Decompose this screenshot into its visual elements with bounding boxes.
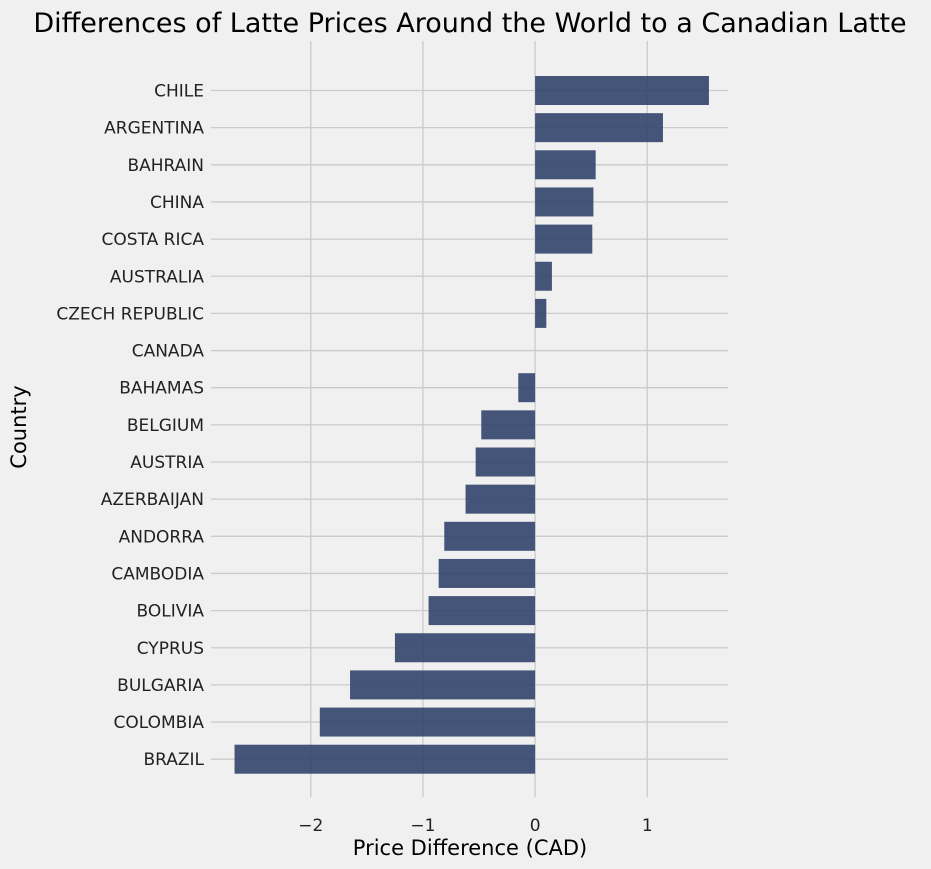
y-tick-label: BELGIUM xyxy=(127,416,204,436)
bar-china xyxy=(535,187,594,217)
y-tick-label: ARGENTINA xyxy=(104,119,204,139)
y-tick-label: CYPRUS xyxy=(137,639,204,659)
x-tick-label: −1 xyxy=(410,816,435,836)
y-tick-label: AZERBAIJAN xyxy=(101,490,204,510)
y-tick-label: CAMBODIA xyxy=(111,564,204,584)
y-tick-labels: CHILE ARGENTINA BAHRAIN CHINA COSTA RICA AUST… xyxy=(56,82,204,771)
bar-brazil xyxy=(234,744,536,774)
y-tick-label: BRAZIL xyxy=(143,750,204,770)
bar-azerbaijan xyxy=(465,484,536,514)
bar-costa-rica xyxy=(535,224,593,254)
bar-bolivia xyxy=(428,596,536,626)
bar-bulgaria xyxy=(350,670,536,700)
y-tick-label: AUSTRALIA xyxy=(110,267,204,287)
y-tick-label: CHINA xyxy=(150,193,204,213)
y-tick-label: COSTA RICA xyxy=(102,230,205,250)
bar-bahrain xyxy=(535,150,596,180)
y-tick-label: CZECH REPUBLIC xyxy=(56,304,204,324)
bars xyxy=(234,76,709,774)
y-tick-label: ANDORRA xyxy=(119,527,205,547)
y-tick-label: AUSTRIA xyxy=(130,453,204,473)
bar-czech-republic xyxy=(535,298,547,328)
bar-chile xyxy=(535,76,709,105)
bar-belgium xyxy=(481,410,536,440)
y-axis-title: Country xyxy=(7,385,31,468)
y-tick-label: CANADA xyxy=(132,342,205,362)
x-tick-label: 0 xyxy=(530,816,541,836)
y-tick-label: BAHRAIN xyxy=(127,156,204,176)
bar-cyprus xyxy=(394,633,536,663)
bar-andorra xyxy=(444,521,536,551)
x-tick-label: 1 xyxy=(642,816,653,836)
bar-cambodia xyxy=(438,558,536,588)
y-tick-label: BULGARIA xyxy=(117,676,204,696)
x-tick-label: −2 xyxy=(298,816,323,836)
bar-australia xyxy=(535,261,552,291)
y-tick-label: BOLIVIA xyxy=(136,602,204,622)
bar-austria xyxy=(475,447,536,477)
bar-bahamas xyxy=(518,373,536,403)
chart-title: Differences of Latte Prices Around the W… xyxy=(33,8,906,39)
x-axis-title: Price Difference (CAD) xyxy=(353,836,587,860)
y-tick-label: BAHAMAS xyxy=(119,379,204,399)
y-tick-label: COLOMBIA xyxy=(114,713,205,733)
bar-colombia xyxy=(319,707,536,737)
bar-argentina xyxy=(535,113,663,143)
y-tick-label: CHILE xyxy=(154,82,204,102)
x-tick-labels: −2 −1 0 1 xyxy=(298,816,652,836)
